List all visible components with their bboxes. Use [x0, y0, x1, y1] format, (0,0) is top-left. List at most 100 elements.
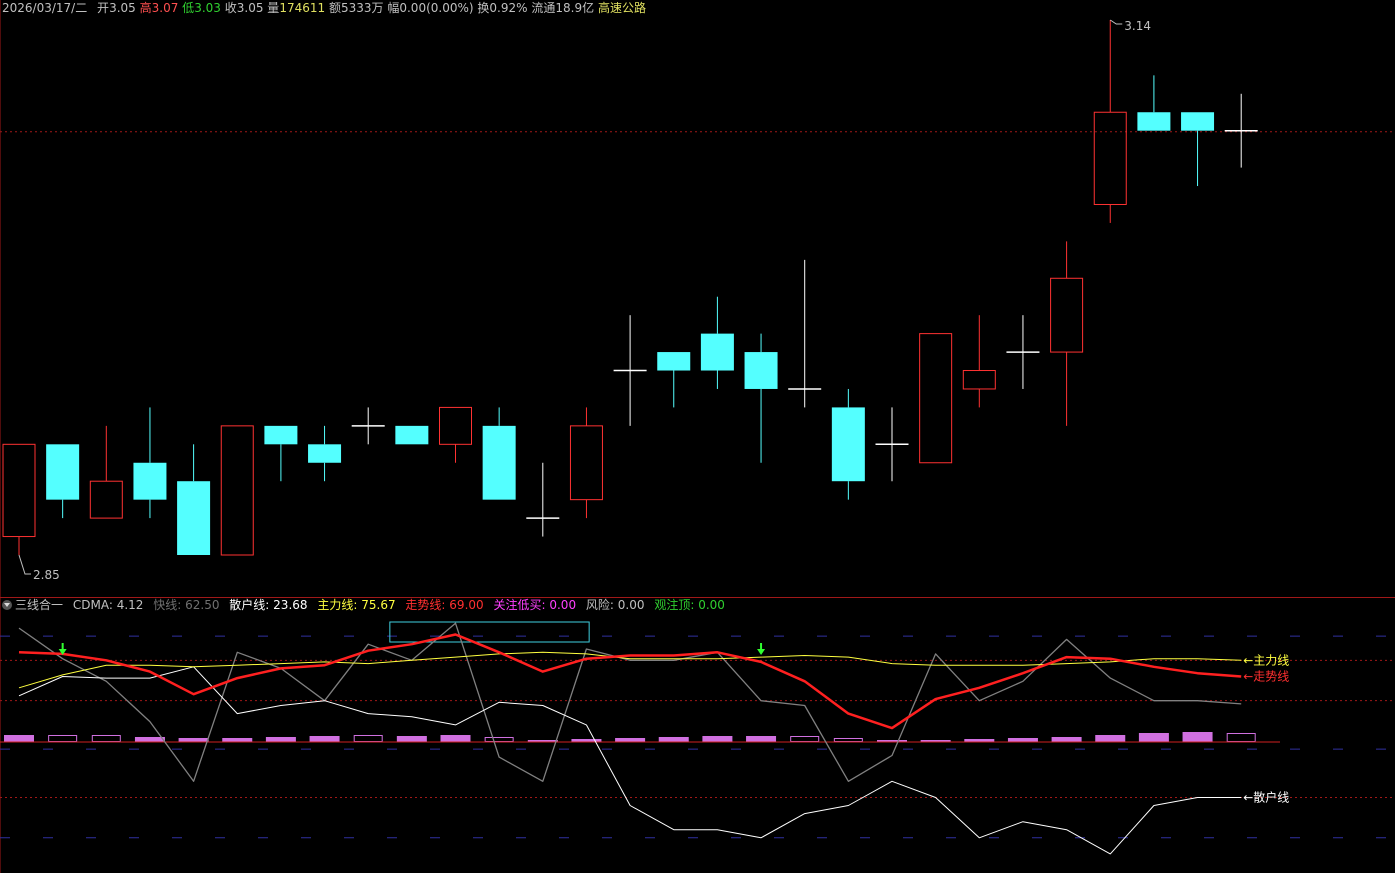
candle — [482, 407, 516, 500]
float-label: 流通 — [531, 1, 556, 15]
indicator-bar-outline — [48, 735, 78, 742]
sector-name[interactable]: 高速公路 — [597, 1, 646, 15]
indicator-bar — [1051, 737, 1082, 742]
candle-body-down — [482, 425, 516, 500]
fast-line — [18, 622, 1242, 782]
high-label: 高 — [139, 1, 152, 15]
indicator-bar — [964, 739, 995, 742]
candle-body-down — [831, 407, 865, 482]
indicator-bar — [920, 740, 951, 742]
change-value: 0.00(0.00%) — [399, 1, 474, 15]
candle-body-up — [1093, 111, 1127, 205]
candle-body-up — [919, 333, 953, 464]
indicator-bar — [309, 736, 340, 742]
candle-body-down — [133, 462, 167, 500]
candle-body-down — [264, 425, 298, 445]
candle — [919, 333, 953, 464]
candle — [220, 425, 254, 556]
indicator-bar — [571, 739, 602, 742]
candle-body-up — [220, 425, 254, 556]
indicator-bar — [615, 738, 646, 742]
main-line — [18, 651, 1242, 689]
indicator-bar — [877, 740, 907, 742]
indicator-bar — [396, 736, 427, 742]
amount-label: 额 — [328, 1, 341, 15]
candle — [700, 296, 734, 389]
max-price-pointer — [1109, 19, 1123, 25]
candle — [1093, 20, 1127, 223]
candle — [1181, 112, 1215, 187]
candle-body-up — [569, 425, 603, 501]
amount-value: 5333万 — [340, 1, 384, 15]
risk-value: 0.00 — [617, 598, 645, 612]
low-value: 3.03 — [194, 1, 221, 15]
fast-value: 62.50 — [185, 598, 220, 612]
highlight-box — [389, 621, 590, 643]
candle — [962, 315, 996, 408]
turnover-value: 0.92% — [489, 1, 528, 15]
float-value: 18.9亿 — [555, 1, 595, 15]
chevron-down-icon[interactable] — [2, 600, 12, 610]
low-label: 低 — [182, 1, 195, 15]
indicator-name[interactable]: 三线合一 — [15, 598, 64, 612]
signal-arrow-head — [58, 649, 67, 655]
main-line-label: ←主力线 — [1243, 653, 1289, 667]
indicator-bar — [658, 737, 689, 742]
open-value: 3.05 — [109, 1, 136, 15]
indicator-bar — [702, 736, 733, 742]
retail-line-label: ←散户线 — [1243, 789, 1289, 804]
cdma-label: CDMA: — [72, 598, 113, 612]
indicator-bar-outline — [353, 735, 383, 742]
indicator-bar — [4, 735, 34, 742]
candle — [569, 407, 603, 519]
min-price-label: 2.85 — [33, 568, 60, 582]
candle — [395, 425, 429, 445]
signal-arrow-head — [757, 649, 766, 655]
watch-label: 观注顶: — [654, 598, 695, 612]
candle — [526, 462, 560, 537]
risk-label: 风险: — [585, 598, 614, 612]
indicator-bar — [1095, 735, 1126, 742]
fast-label: 快线: — [153, 598, 182, 612]
indicator-bar-outline — [790, 736, 820, 742]
trend-line-label: ←走势线 — [1243, 669, 1289, 683]
indicator-bar — [134, 737, 165, 742]
high-value: 3.07 — [151, 1, 179, 15]
signal-arrow-icon — [58, 643, 67, 655]
candle-body-down — [46, 444, 80, 500]
candle — [46, 444, 80, 519]
candle — [264, 425, 298, 482]
quote-header: 2026/03/17/二 开3.05 高3.07 低3.03 收3.05 量17… — [2, 0, 646, 16]
quote-date: 2026/03/17/二 — [2, 1, 88, 15]
retail-line — [18, 666, 1242, 855]
candle — [2, 443, 36, 555]
indicator-bar-outline — [91, 735, 121, 742]
open-label: 开 — [97, 1, 110, 15]
candle-body-up — [962, 370, 996, 390]
indicator-header: 三线合一 CDMA: 4.12 快线: 62.50 散户线: 23.68 主力线… — [2, 597, 731, 613]
candle — [788, 259, 822, 408]
indicator-bar — [178, 738, 209, 742]
candle — [308, 425, 342, 482]
main-label: 主力线: — [317, 598, 358, 612]
vol-value: 174611 — [279, 1, 326, 15]
trend-value: 69.00 — [449, 598, 484, 612]
candle-body-up — [439, 406, 472, 445]
watch-value: 0.00 — [698, 598, 725, 612]
candle — [831, 388, 865, 500]
retail-value: 23.68 — [273, 598, 308, 612]
focus-label: 关注低买: — [493, 598, 546, 612]
turnover-label: 换 — [477, 1, 490, 15]
indicator-bar-outline — [1226, 733, 1256, 742]
candle-body-down — [177, 481, 211, 555]
close-label: 收 — [224, 1, 237, 15]
retail-label: 散户线: — [229, 598, 270, 612]
candle-body-down — [395, 425, 429, 445]
candle — [1137, 75, 1171, 131]
candle — [89, 425, 123, 519]
indicator-layer — [0, 621, 1395, 855]
candle-body-down — [657, 352, 691, 371]
candle-body-up — [2, 443, 36, 538]
